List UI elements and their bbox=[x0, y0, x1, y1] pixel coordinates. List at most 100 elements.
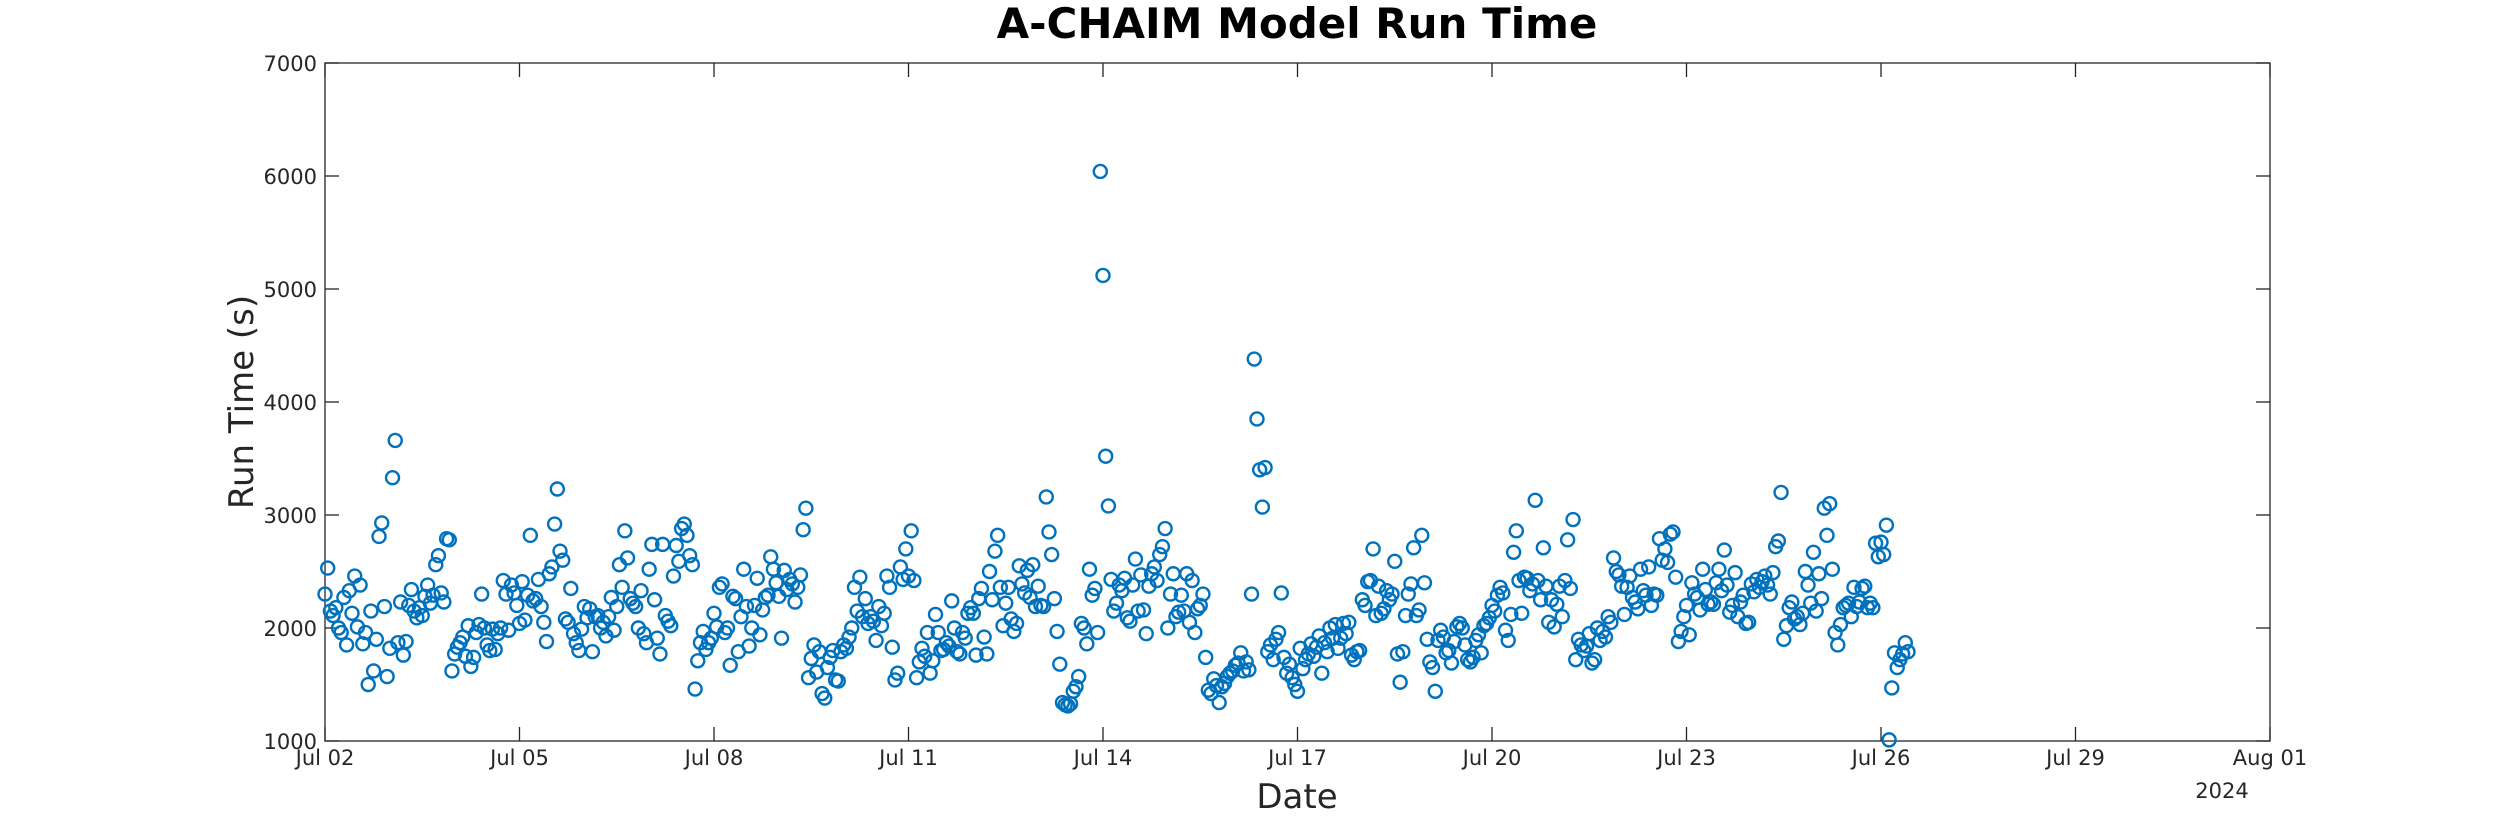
data-point bbox=[1805, 544, 1822, 560]
data-point bbox=[1832, 616, 1849, 633]
data-point bbox=[727, 590, 744, 607]
data-point bbox=[328, 599, 344, 616]
data-point bbox=[1189, 601, 1206, 617]
y-tick-label: 1000 bbox=[264, 730, 317, 754]
data-point bbox=[925, 653, 941, 669]
data-point bbox=[1238, 654, 1254, 670]
data-point bbox=[1503, 606, 1519, 623]
data-point bbox=[1703, 594, 1719, 610]
data-point bbox=[898, 541, 914, 557]
y-axis: 1000 2000 3000 4000 5000 6000 7000 bbox=[264, 52, 2270, 754]
data-point bbox=[1857, 578, 1873, 594]
data-point bbox=[1884, 680, 1900, 696]
data-point bbox=[1670, 633, 1687, 650]
data-point bbox=[1079, 636, 1095, 652]
data-point bbox=[1257, 459, 1273, 476]
data-point bbox=[830, 673, 846, 689]
data-point bbox=[468, 624, 484, 641]
y-tick-label: 3000 bbox=[264, 504, 317, 528]
data-point bbox=[1811, 566, 1827, 582]
data-point bbox=[1414, 527, 1430, 544]
data-point bbox=[1154, 538, 1171, 555]
data-point bbox=[773, 630, 790, 646]
data-point bbox=[473, 586, 490, 602]
data-point bbox=[687, 681, 703, 697]
x-axis: Jul 02 Jul 05 Jul 08 Jul 11 Jul 14 Jul 17 Jul … bbox=[294, 63, 2307, 770]
data-point bbox=[1254, 499, 1271, 515]
data-point bbox=[1108, 595, 1125, 611]
data-point bbox=[1716, 542, 1733, 558]
data-point bbox=[952, 646, 968, 662]
data-point bbox=[903, 523, 919, 539]
data-point bbox=[1006, 623, 1022, 640]
data-point bbox=[636, 625, 652, 642]
data-point bbox=[425, 587, 441, 603]
data-point bbox=[857, 590, 873, 607]
data-point bbox=[1397, 607, 1414, 624]
data-point bbox=[984, 592, 1000, 608]
data-point bbox=[917, 648, 933, 664]
data-point bbox=[738, 598, 755, 615]
data-point bbox=[1087, 580, 1103, 597]
data-point bbox=[1265, 651, 1281, 668]
data-point bbox=[546, 516, 563, 532]
data-point bbox=[876, 605, 892, 622]
data-point bbox=[1500, 632, 1516, 649]
data-point bbox=[1138, 625, 1154, 642]
data-point bbox=[652, 646, 668, 662]
data-point bbox=[1759, 577, 1776, 593]
data-point bbox=[1000, 579, 1017, 596]
data-point bbox=[906, 572, 922, 589]
data-point bbox=[1424, 659, 1441, 676]
data-point bbox=[1162, 586, 1179, 602]
data-point bbox=[1584, 655, 1600, 671]
data-point bbox=[1813, 590, 1830, 607]
data-point bbox=[1060, 698, 1076, 714]
data-point bbox=[1289, 683, 1306, 699]
y-tick-label: 4000 bbox=[264, 391, 317, 415]
data-point bbox=[1878, 517, 1895, 533]
data-point bbox=[949, 644, 965, 660]
data-point bbox=[887, 672, 903, 688]
data-point bbox=[584, 644, 601, 660]
data-point bbox=[1268, 631, 1284, 647]
data-point bbox=[795, 521, 811, 538]
data-point bbox=[1106, 603, 1122, 619]
data-point bbox=[1605, 550, 1622, 566]
data-point bbox=[798, 500, 814, 516]
data-point bbox=[317, 586, 333, 602]
data-point bbox=[1341, 614, 1357, 631]
data-point bbox=[1622, 568, 1638, 584]
data-point bbox=[398, 633, 414, 650]
data-point bbox=[1527, 492, 1543, 509]
data-point bbox=[552, 543, 568, 559]
data-point bbox=[649, 630, 665, 646]
data-point bbox=[465, 649, 482, 666]
data-point bbox=[1241, 662, 1257, 678]
data-point bbox=[565, 625, 582, 642]
data-point bbox=[325, 607, 341, 624]
data-point bbox=[881, 579, 898, 596]
data-point bbox=[1351, 642, 1368, 659]
data-point bbox=[333, 624, 349, 641]
data-point bbox=[930, 624, 946, 641]
data-point bbox=[1597, 629, 1614, 645]
data-point bbox=[1197, 649, 1214, 666]
data-point bbox=[1249, 411, 1265, 427]
data-point bbox=[957, 630, 973, 646]
data-point bbox=[365, 663, 382, 679]
data-point bbox=[1865, 599, 1881, 616]
data-point bbox=[1443, 655, 1460, 671]
data-point bbox=[1697, 581, 1714, 598]
data-point bbox=[557, 611, 574, 627]
data-point bbox=[1854, 580, 1870, 597]
data-point bbox=[1700, 596, 1716, 612]
data-point bbox=[371, 528, 387, 545]
data-point bbox=[509, 597, 525, 614]
data-point bbox=[1043, 546, 1060, 563]
data-point bbox=[619, 550, 636, 566]
data-point bbox=[1603, 614, 1619, 631]
data-point bbox=[579, 610, 595, 626]
data-point bbox=[1711, 561, 1727, 577]
